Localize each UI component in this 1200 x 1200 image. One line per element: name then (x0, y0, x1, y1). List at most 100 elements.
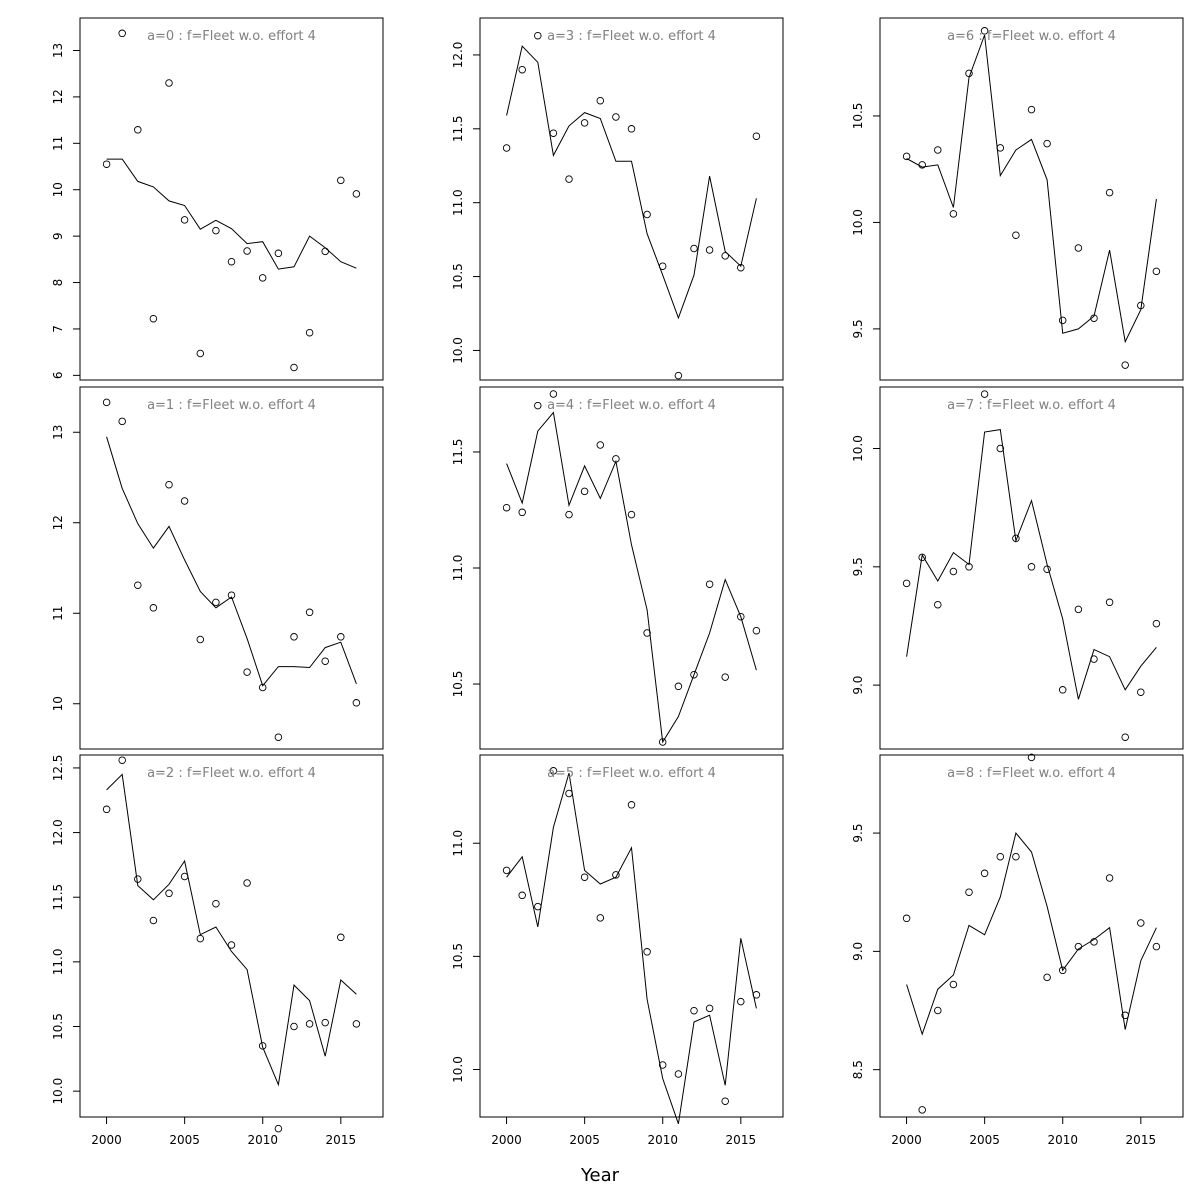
y-tick-label: 13 (51, 425, 65, 440)
x-tick-label: 2010 (1047, 1133, 1078, 1147)
panel-4: a=4 : f=Fleet w.o. effort 4 10.5 11.0 11.5 (451, 386, 784, 750)
panel-2: a=2 : f=Fleet w.o. effort 4 10.0 10.5 11.0 1… (51, 754, 384, 1147)
observed-point (934, 146, 942, 154)
observed-point (212, 598, 220, 607)
observed-point (227, 941, 236, 949)
x-tick-label: 2005 (969, 1133, 1000, 1147)
observed-point (1074, 942, 1083, 951)
x-tick-label: 2015 (726, 1133, 757, 1147)
observed-point (580, 873, 589, 881)
x-tick-label: 2005 (569, 1133, 600, 1147)
y-tick-label: 12.5 (51, 755, 65, 782)
y-tick-label: 11 (51, 606, 65, 621)
y-tick-label: 10.5 (451, 671, 465, 698)
observed-point (258, 683, 267, 692)
observed-point (534, 31, 542, 40)
observed-point (305, 328, 314, 337)
observed-point (1012, 231, 1020, 239)
observed-point (627, 801, 636, 809)
observed-point (321, 1018, 329, 1027)
observed-point (705, 1004, 714, 1013)
panel-title: a=3 : f=Fleet w.o. effort 4 (547, 29, 716, 44)
observed-point (534, 401, 542, 410)
observed-point (980, 27, 989, 35)
y-tick-label: 9 (51, 232, 65, 240)
observed-point (534, 902, 542, 911)
y-tick-label: 10.5 (451, 943, 465, 970)
fitted-line (906, 429, 1157, 700)
observed-point (565, 175, 573, 183)
observed-point (1105, 874, 1114, 882)
observed-point (996, 144, 1005, 152)
observed-point (721, 1097, 729, 1105)
observed-point (1058, 686, 1067, 694)
observed-point (674, 1070, 683, 1078)
y-tick-label: 9.5 (851, 824, 865, 843)
observed-point (118, 29, 126, 38)
observed-point (258, 274, 267, 282)
observed-point (180, 216, 189, 224)
panel-frame (79, 754, 384, 1118)
y-tick-label: 7 (51, 325, 65, 333)
observed-point (258, 1042, 267, 1050)
observed-point (1043, 139, 1051, 148)
observed-point (1027, 105, 1036, 114)
y-tick-label: 11.0 (451, 189, 465, 216)
observed-point (902, 579, 911, 588)
observed-point (549, 767, 558, 775)
observed-point (965, 563, 973, 571)
observed-point (565, 510, 573, 519)
observed-point (705, 580, 714, 588)
observed-point (102, 398, 111, 407)
observed-point (1105, 598, 1114, 607)
fitted-line (106, 158, 357, 270)
fitted-line (906, 34, 1157, 344)
y-tick-label: 12.0 (51, 819, 65, 846)
observed-point (949, 210, 958, 218)
observed-point (274, 733, 283, 741)
panel-title: a=2 : f=Fleet w.o. effort 4 (147, 766, 316, 781)
y-tick-label: 9.0 (851, 676, 865, 695)
observed-point (549, 390, 558, 398)
observed-point (305, 1020, 314, 1028)
y-tick-label: 10.0 (851, 435, 865, 462)
observed-point (1090, 938, 1098, 946)
observed-point (502, 866, 511, 875)
observed-point (721, 252, 729, 260)
observed-point (690, 670, 698, 679)
observed-point (518, 65, 526, 74)
observed-point (118, 417, 126, 426)
y-tick-label: 6 (51, 372, 65, 380)
panel-frame (479, 17, 784, 381)
observed-point (996, 852, 1005, 861)
observed-point (502, 503, 511, 512)
y-tick-label: 10 (51, 182, 65, 197)
observed-point (1152, 267, 1161, 276)
y-tick-label: 10.0 (451, 1056, 465, 1083)
observed-point (1137, 688, 1145, 696)
x-tick-label: 2000 (91, 1133, 122, 1147)
observed-point (337, 633, 345, 641)
x-tick-label: 2000 (891, 1133, 922, 1147)
observed-point (643, 629, 651, 637)
observed-point (902, 152, 911, 161)
panel-3: a=3 : f=Fleet w.o. effort 4 10.0 10.5 11.0 1… (451, 17, 784, 381)
panel-1: a=1 : f=Fleet w.o. effort 4 10 11 12 13 (51, 386, 384, 750)
observed-point (212, 899, 220, 908)
observed-point (934, 1006, 942, 1015)
observed-point (596, 914, 605, 922)
observed-point (612, 113, 620, 121)
observed-point (674, 682, 683, 691)
x-axis-title: Year (580, 1165, 620, 1186)
observed-point (658, 738, 667, 746)
panel-title: a=1 : f=Fleet w.o. effort 4 (147, 398, 316, 413)
observed-point (918, 553, 926, 562)
observed-point (721, 673, 729, 681)
observed-point (337, 176, 345, 185)
observed-point (1012, 852, 1020, 861)
observed-point (118, 756, 126, 764)
observed-point (643, 210, 651, 219)
panel-title: a=7 : f=Fleet w.o. effort 4 (947, 398, 1116, 413)
x-tick-label: 2005 (169, 1133, 200, 1147)
panel-frame (879, 386, 1184, 750)
